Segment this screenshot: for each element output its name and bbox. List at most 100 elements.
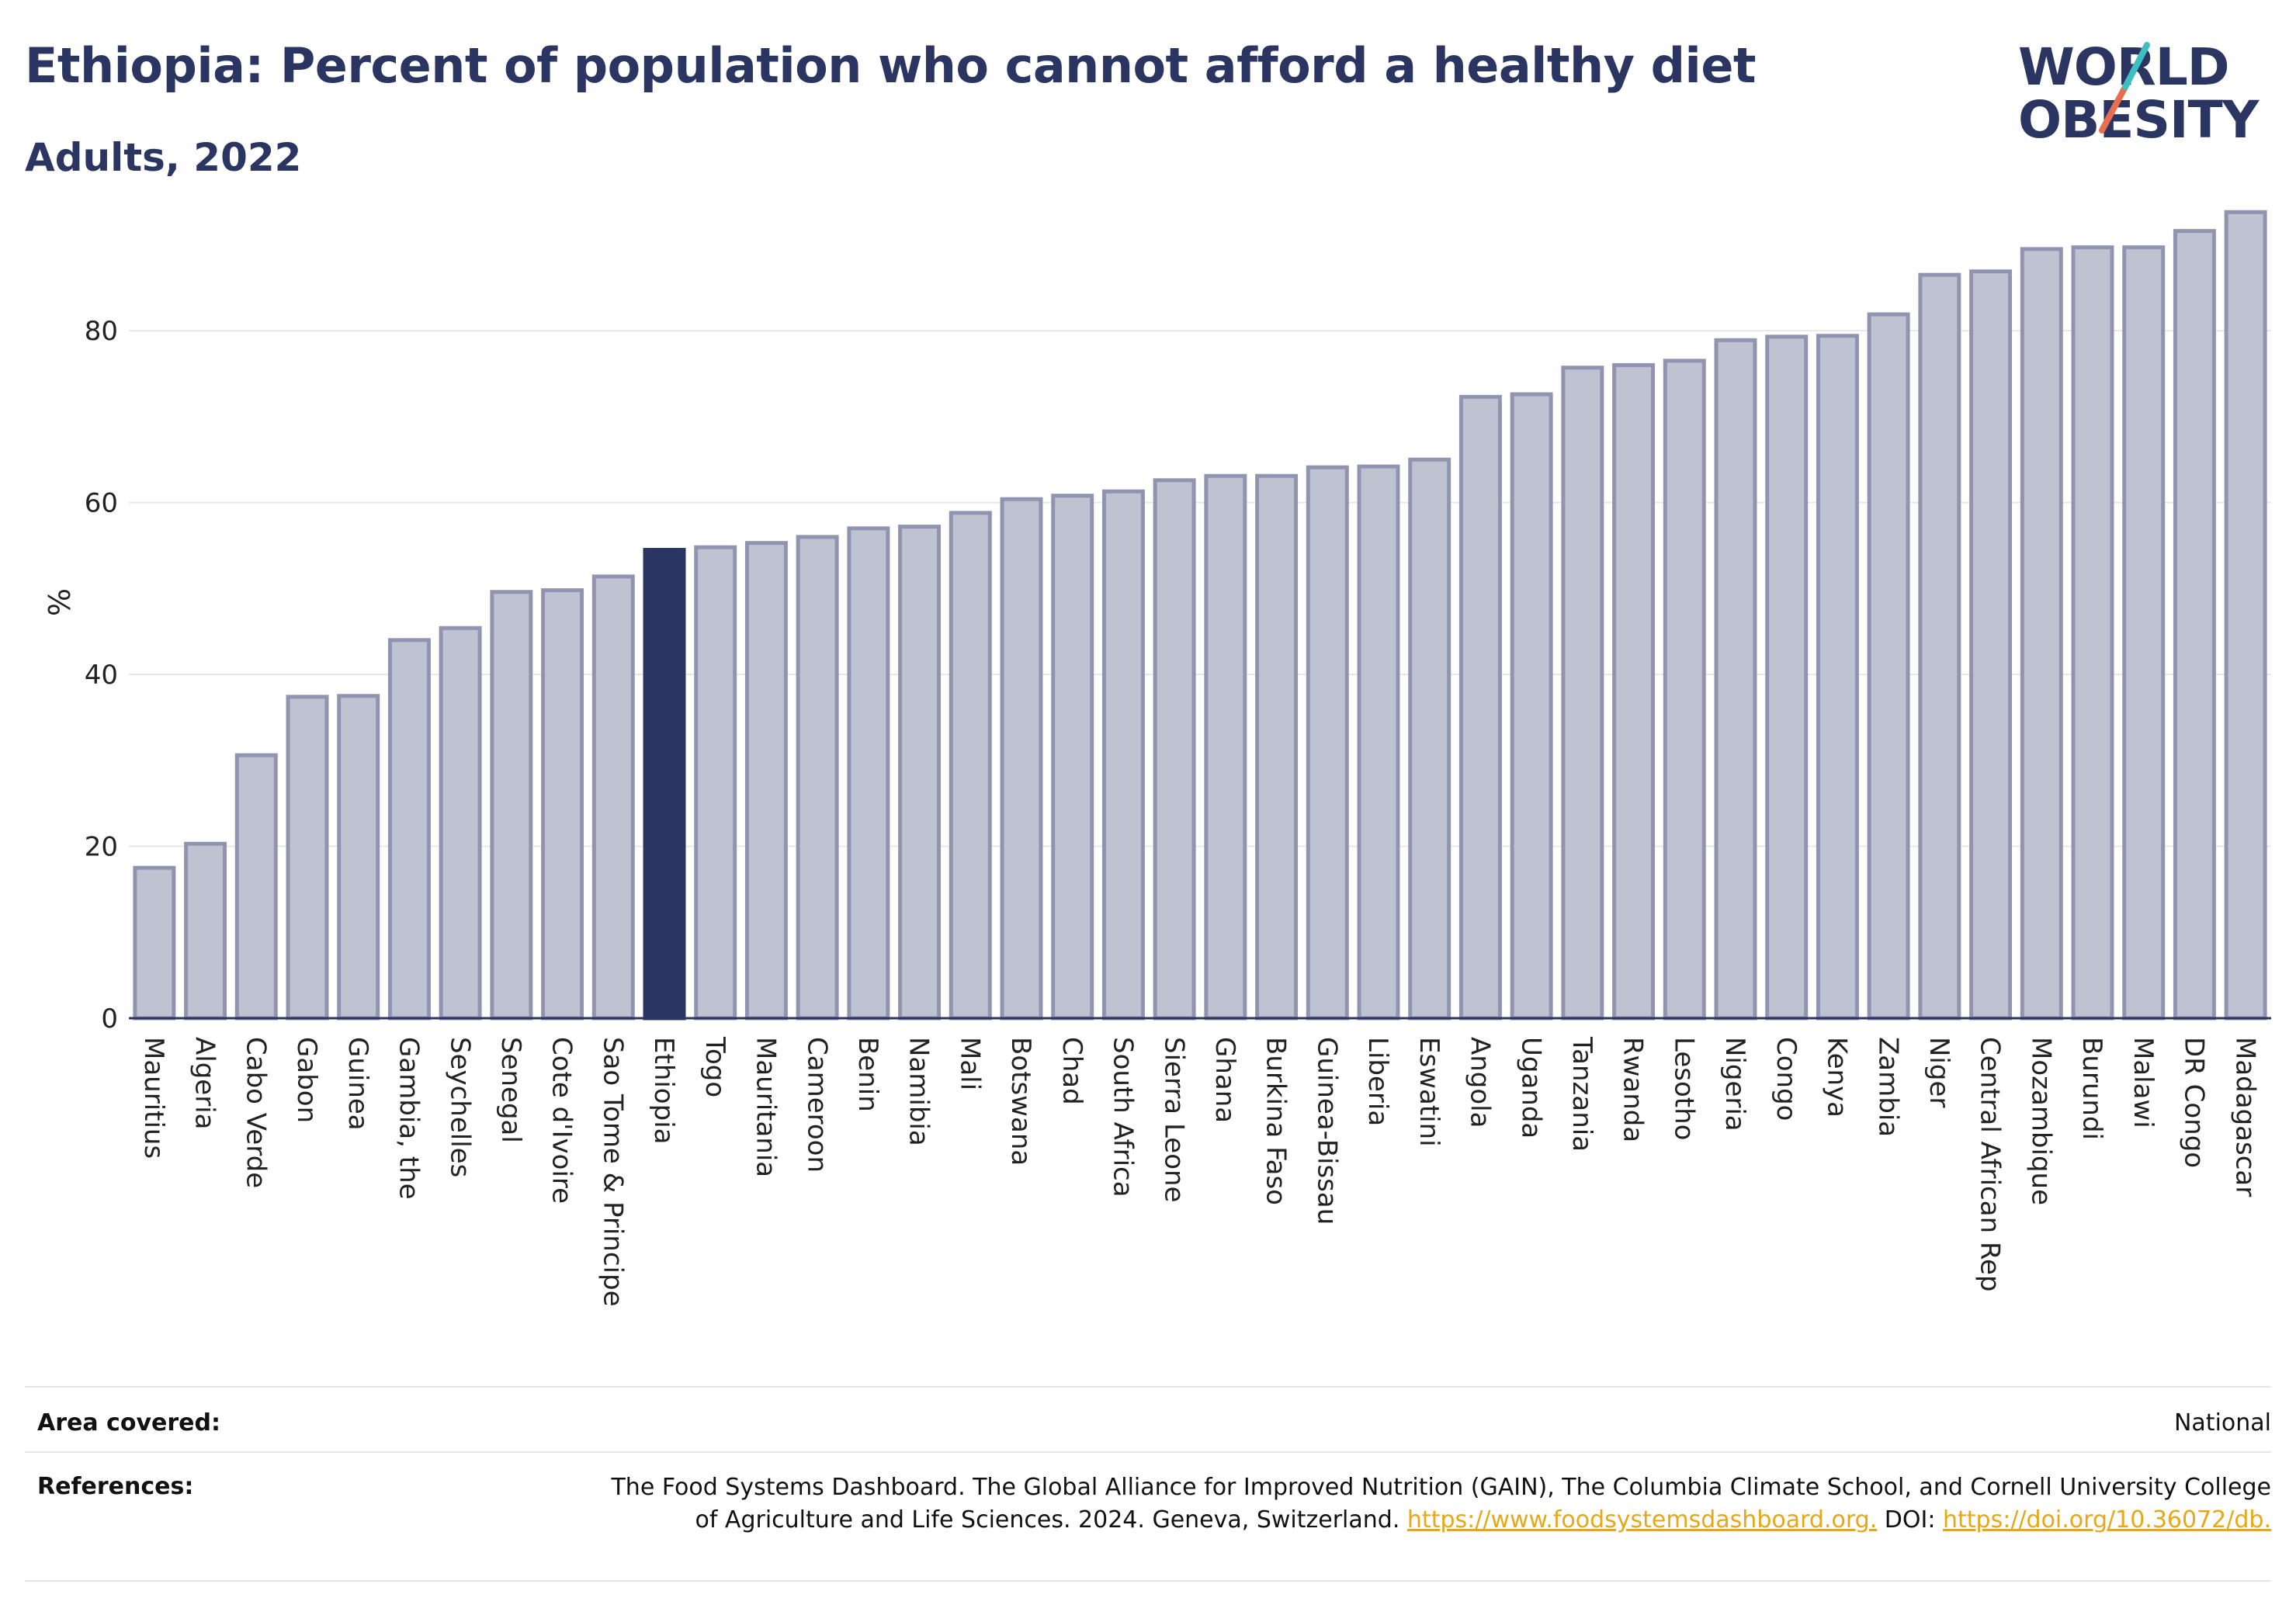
bar-burkina-faso	[1255, 473, 1299, 1021]
x-tick-label: Nigeria	[1719, 1037, 1750, 1132]
footer-divider	[25, 1580, 2271, 1582]
bar-gabon	[286, 695, 329, 1021]
bar-congo	[1765, 334, 1809, 1021]
x-tick-label: Namibia	[903, 1037, 935, 1146]
bar-sao-tome-principe	[591, 574, 635, 1021]
bar-central-african-rep	[1969, 269, 2013, 1021]
x-tick-label: Gabon	[291, 1037, 322, 1123]
x-tick-label: Senegal	[495, 1037, 526, 1143]
bar-ethiopia	[643, 547, 686, 1021]
bar-angola	[1458, 394, 1502, 1021]
doi-label: DOI:	[1884, 1506, 1936, 1534]
bar-malawi	[2122, 245, 2166, 1021]
x-tick-label: Sierra Leone	[1158, 1037, 1189, 1202]
x-tick-label: Algeria	[189, 1037, 220, 1129]
x-tick-label: Guinea	[342, 1037, 373, 1131]
bar-togo	[694, 545, 737, 1021]
chart-title: Ethiopia: Percent of population who cann…	[25, 37, 1757, 94]
x-tick-label: Cameroon	[801, 1037, 832, 1173]
bar-nigeria	[1714, 338, 1757, 1021]
gridlines	[129, 330, 2271, 847]
bar-liberia	[1357, 464, 1400, 1021]
x-tick-label: Niger	[1923, 1037, 1954, 1107]
chart-subtitle: Adults, 2022	[25, 135, 302, 180]
bar-madagascar	[2224, 210, 2267, 1021]
y-axis-label: %	[41, 588, 75, 616]
x-tick-label: Chad	[1056, 1037, 1087, 1105]
bar-sierra-leone	[1153, 478, 1196, 1021]
y-tick-label: 60	[85, 488, 118, 519]
y-tick-label: 20	[85, 832, 118, 863]
x-tick-label: Burundi	[2076, 1037, 2107, 1140]
bar-seychelles	[439, 626, 482, 1021]
x-tick-label: Zambia	[1872, 1037, 1903, 1137]
x-tick-label: Congo	[1771, 1037, 1802, 1121]
bar-rwanda	[1612, 362, 1656, 1021]
bar-mozambique	[2020, 247, 2063, 1021]
x-tick-label: Angola	[1465, 1037, 1496, 1128]
y-tick-label: 0	[101, 1003, 118, 1035]
bars	[133, 210, 2267, 1021]
x-tick-label: Gambia, the	[394, 1037, 425, 1200]
bar-namibia	[898, 525, 942, 1021]
bar-zambia	[1867, 312, 1910, 1021]
bar-cote-d-ivoire	[541, 588, 584, 1021]
x-tick-label: Eswatini	[1413, 1037, 1445, 1147]
x-tick-label: Botswana	[1005, 1037, 1036, 1166]
x-tick-label: Guinea-Bissau	[1311, 1037, 1342, 1225]
x-tick-label: Central African Rep	[1975, 1037, 2006, 1292]
bar-eswatini	[1408, 457, 1451, 1021]
x-tick-label: Liberia	[1362, 1037, 1393, 1126]
x-tick-label: Lesotho	[1668, 1037, 1699, 1140]
bar-guinea-bissau	[1306, 465, 1349, 1021]
doi-link[interactable]: https://doi.org/10.36072/db.	[1943, 1506, 2271, 1534]
x-tick-label: South Africa	[1108, 1037, 1139, 1197]
x-tick-label: Mauritania	[751, 1037, 782, 1177]
x-tick-label: Burkina Faso	[1261, 1037, 1292, 1205]
bar-cabo-verde	[234, 753, 278, 1021]
bar-algeria	[184, 841, 227, 1021]
y-tick-label: 80	[85, 316, 118, 347]
x-tick-label: Uganda	[1515, 1037, 1546, 1139]
bar-lesotho	[1663, 359, 1706, 1021]
x-tick-label: Sao Tome & Principe	[597, 1037, 628, 1307]
bar-botswana	[1000, 497, 1043, 1021]
x-tick-label: Rwanda	[1618, 1037, 1649, 1142]
bar-guinea	[337, 694, 380, 1021]
world-obesity-logo: WORLD OBESITY	[2018, 31, 2282, 163]
x-tick-label: Togo	[699, 1036, 730, 1097]
x-tick-label: DR Congo	[2179, 1037, 2210, 1168]
x-tick-label: Madagascar	[2229, 1037, 2260, 1197]
x-tick-label: Tanzania	[1566, 1036, 1597, 1152]
dashboard-link[interactable]: https://www.foodsystemsdashboard.org.	[1406, 1506, 1878, 1534]
bar-burundi	[2071, 245, 2114, 1021]
x-tick-label: Mozambique	[2025, 1037, 2056, 1205]
area-covered-label: Area covered:	[37, 1409, 220, 1437]
x-tick-label: Benin	[852, 1037, 883, 1112]
x-tick-label: Mauritius	[138, 1037, 169, 1159]
x-tick-label: Cote d'Ivoire	[546, 1037, 577, 1204]
references-text: The Food Systems Dashboard. The Global A…	[602, 1471, 2271, 1537]
bar-uganda	[1510, 392, 1553, 1021]
x-tick-label: Seychelles	[444, 1037, 475, 1177]
logo-line-2: OBESITY	[2018, 90, 2259, 150]
x-tick-label: Ethiopia	[648, 1037, 679, 1144]
area-covered-value: National	[2173, 1409, 2271, 1437]
bar-mauritius	[133, 865, 176, 1021]
bar-chart: 0 20 40 60 80 Mauritius Algeria Cabo Verde Gabo…	[41, 210, 2271, 1307]
references-label: References:	[37, 1473, 194, 1500]
references-body: The Food Systems Dashboard. The Global A…	[611, 1474, 2271, 1534]
logo-slash-icon	[2099, 42, 2150, 133]
x-tick-label: Cabo Verde	[240, 1037, 271, 1188]
x-tick-label: Malawi	[2128, 1037, 2159, 1128]
bar-niger	[1918, 272, 1961, 1021]
bar-benin	[847, 526, 890, 1021]
y-axis-ticks: 0 20 40 60 80	[85, 316, 118, 1035]
y-tick-label: 40	[85, 660, 118, 691]
x-tick-label: Ghana	[1209, 1037, 1240, 1123]
bar-senegal	[490, 590, 533, 1021]
bar-chad	[1051, 494, 1094, 1021]
bar-kenya	[1816, 334, 1859, 1021]
bar-ghana	[1204, 473, 1247, 1021]
bar-cameroon	[796, 535, 839, 1021]
